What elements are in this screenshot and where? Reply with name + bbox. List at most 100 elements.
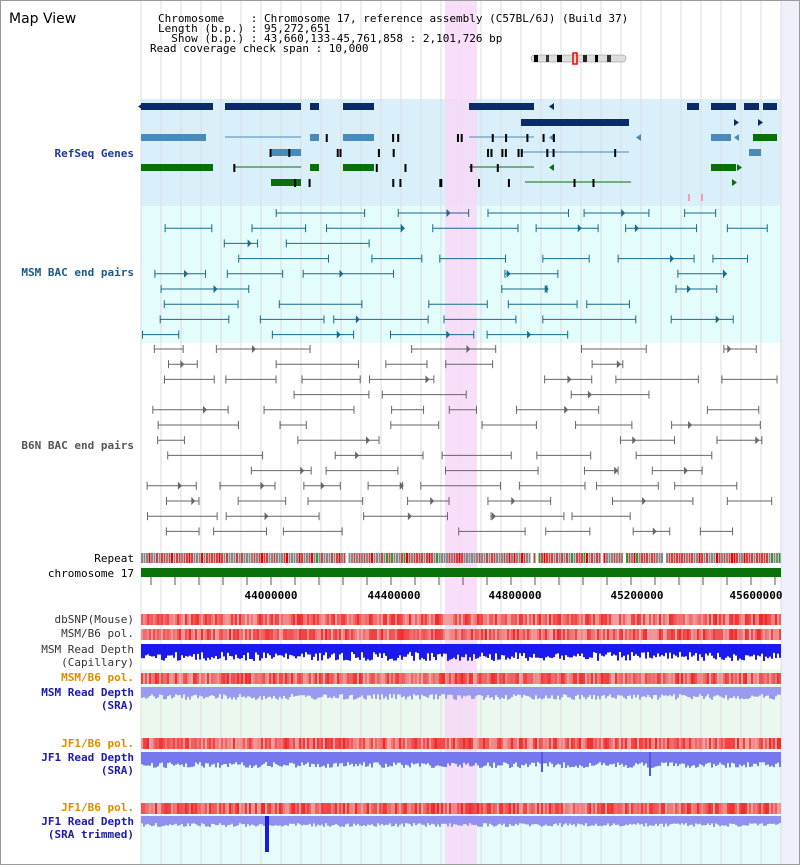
repeat-mark xyxy=(758,553,761,563)
repeat-mark xyxy=(743,553,746,563)
track-label-b6n-bac[interactable]: B6N BAC end pairs xyxy=(21,439,134,452)
depth-bar xyxy=(419,752,421,767)
show-range-info: Show (b.p.) : 43,660,133-45,761,858 : 2,… xyxy=(158,32,503,45)
heat-cell xyxy=(545,673,547,684)
heat-cell xyxy=(425,738,427,749)
depth-bar xyxy=(233,644,235,660)
depth-bar xyxy=(421,687,423,695)
repeat-mark xyxy=(438,553,441,563)
heat-cell xyxy=(327,629,329,640)
heat-cell xyxy=(703,738,705,749)
depth-bar xyxy=(223,816,225,825)
heat-cell xyxy=(493,629,495,640)
heat-cell xyxy=(631,614,633,625)
heat-cell xyxy=(535,738,537,749)
heat-cell xyxy=(505,614,507,625)
repeat-mark xyxy=(286,553,288,563)
depth-bar xyxy=(225,752,227,765)
heat-cell xyxy=(309,803,311,814)
heat-cell xyxy=(683,803,685,814)
depth-bar xyxy=(293,687,295,697)
heat-cell xyxy=(489,614,491,625)
depth-bar xyxy=(453,816,455,825)
heat-cell xyxy=(305,614,307,625)
depth-bar xyxy=(471,816,473,825)
heat-cell xyxy=(233,629,235,640)
heat-cell xyxy=(699,629,701,640)
repeat-mark xyxy=(768,553,771,563)
depth-bar xyxy=(601,752,603,766)
depth-bar xyxy=(159,816,161,827)
heat-cell xyxy=(357,738,359,749)
depth-bar xyxy=(647,752,649,768)
depth-bar xyxy=(661,816,663,824)
heat-cell xyxy=(527,738,529,749)
depth-bar xyxy=(263,816,265,827)
repeat-mark xyxy=(571,553,573,563)
bac-end-arrow xyxy=(642,497,647,505)
heat-cell xyxy=(655,629,657,640)
repeat-mark xyxy=(483,553,486,563)
heat-cell xyxy=(641,803,643,814)
heat-cell xyxy=(583,629,585,640)
heat-cell xyxy=(335,614,337,625)
depth-bar xyxy=(603,816,605,826)
heat-cell xyxy=(617,614,619,625)
depth-bar xyxy=(525,644,527,659)
heat-cell xyxy=(345,738,347,749)
heat-cell xyxy=(457,673,459,684)
exon-mark xyxy=(490,149,493,157)
heat-cell xyxy=(517,614,519,625)
heat-cell xyxy=(687,738,689,749)
heat-cell xyxy=(703,803,705,814)
heat-cell xyxy=(547,629,549,640)
heat-cell xyxy=(587,738,589,749)
depth-bar xyxy=(211,687,213,696)
depth-bar xyxy=(747,687,749,700)
depth-bar xyxy=(277,752,279,766)
depth-bar xyxy=(413,752,415,765)
heat-cell xyxy=(305,738,307,749)
heat-cell xyxy=(343,803,345,814)
heat-cell xyxy=(379,738,381,749)
heat-cell xyxy=(199,738,201,749)
depth-bar xyxy=(375,687,377,700)
heat-cell xyxy=(209,673,211,684)
depth-bar xyxy=(149,687,151,697)
track-label-refseq[interactable]: RefSeq Genes xyxy=(54,147,134,160)
depth-bar xyxy=(417,816,419,824)
heat-cell xyxy=(731,614,733,625)
heat-cell xyxy=(663,629,665,640)
repeat-mark xyxy=(601,553,603,563)
heat-cell xyxy=(471,673,473,684)
heat-cell xyxy=(709,738,711,749)
depth-bar xyxy=(679,644,681,653)
heat-cell xyxy=(363,738,365,749)
depth-bar xyxy=(265,752,267,763)
depth-bar xyxy=(687,687,689,697)
heat-cell xyxy=(265,629,267,640)
heat-cell xyxy=(403,673,405,684)
depth-bar xyxy=(323,816,325,827)
heat-cell xyxy=(519,614,521,625)
depth-bar xyxy=(567,687,569,698)
heat-cell xyxy=(569,629,571,640)
depth-bar xyxy=(733,816,735,824)
depth-bar xyxy=(573,644,575,656)
depth-bar xyxy=(515,752,517,763)
depth-bar xyxy=(713,644,715,659)
depth-bar xyxy=(299,752,301,767)
depth-bar xyxy=(639,752,641,764)
depth-bar xyxy=(695,644,697,653)
exon-mark xyxy=(336,149,339,157)
heat-cell xyxy=(319,673,321,684)
heat-cell xyxy=(691,614,693,625)
track-label-msm-bac[interactable]: MSM BAC end pairs xyxy=(21,266,134,279)
depth-bar xyxy=(437,644,439,655)
heat-cell xyxy=(415,614,417,625)
depth-bar xyxy=(339,644,341,655)
depth-bar xyxy=(159,644,161,655)
depth-bar xyxy=(155,687,157,699)
heat-cell xyxy=(291,614,293,625)
